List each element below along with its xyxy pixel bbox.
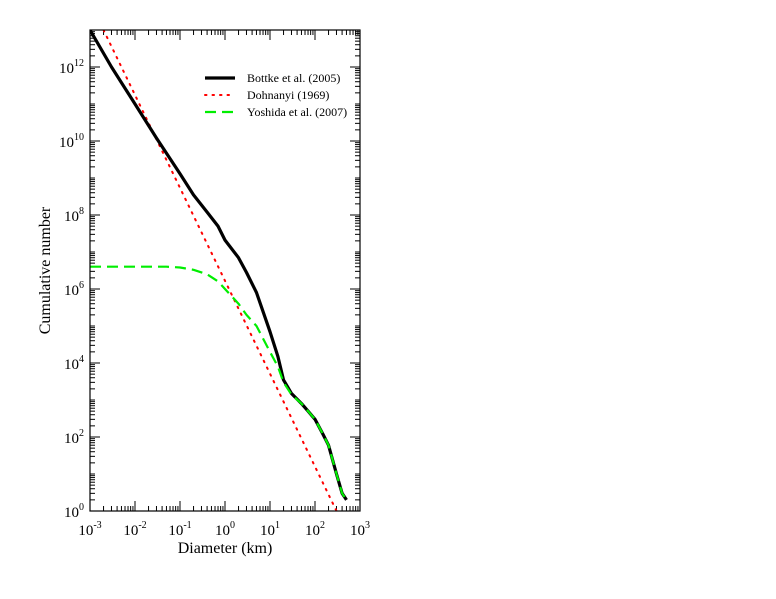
x-tick-label: 101 bbox=[260, 520, 280, 539]
series-line bbox=[90, 30, 348, 501]
y-axis-title: Cumulative number bbox=[37, 206, 54, 334]
series-line bbox=[102, 30, 338, 511]
x-tick-label: 100 bbox=[215, 520, 235, 539]
y-tick-labels: 100 102 104 106 108 1010 1012 bbox=[59, 58, 84, 521]
legend: Bottke et al. (2005) Dohnanyi (1969) Yoshi… bbox=[204, 71, 347, 119]
y-tick-label: 104 bbox=[64, 354, 84, 373]
x-axis-title: Diameter (km) bbox=[178, 540, 273, 557]
y-tick-label: 100 bbox=[64, 502, 84, 521]
plot-series bbox=[90, 30, 348, 511]
x-tick-label: 10-3 bbox=[78, 520, 101, 539]
x-tick-labels: 10-3 10-2 10-1 100 101 102 103 bbox=[78, 520, 370, 539]
x-tick-label: 103 bbox=[350, 520, 370, 539]
y-tick-label: 106 bbox=[64, 280, 84, 299]
y-tick-label: 1010 bbox=[59, 132, 84, 151]
legend-label: Bottke et al. (2005) bbox=[247, 71, 340, 85]
x-tick-label: 102 bbox=[305, 520, 325, 539]
y-tick-label: 108 bbox=[64, 206, 84, 225]
plot-frame bbox=[89, 29, 361, 512]
legend-label: Yoshida et al. (2007) bbox=[247, 105, 347, 119]
x-tick-label: 10-1 bbox=[168, 520, 191, 539]
axis-ticks bbox=[89, 30, 360, 512]
y-tick-label: 102 bbox=[64, 428, 84, 447]
x-tick-label: 10-2 bbox=[123, 520, 146, 539]
y-tick-label: 1012 bbox=[59, 58, 84, 77]
legend-label: Dohnanyi (1969) bbox=[247, 88, 329, 102]
